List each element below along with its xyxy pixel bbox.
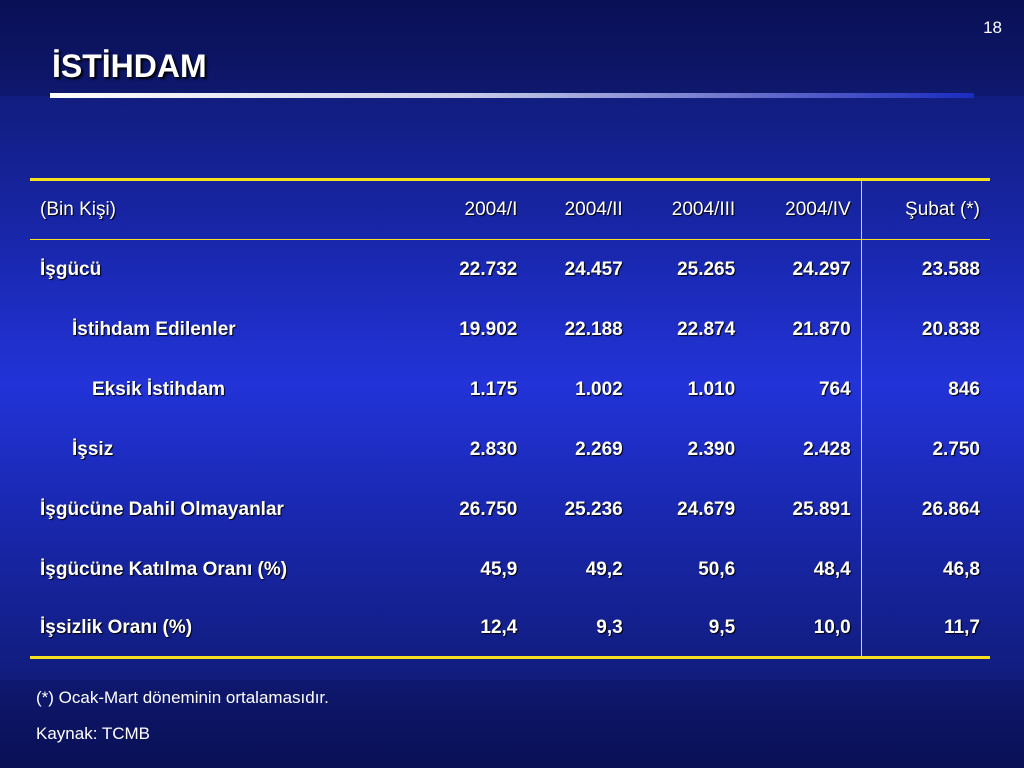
table-cell: 1.002 xyxy=(575,379,623,400)
table-cell: 25.265 xyxy=(677,259,736,280)
column-header-subat: Şubat (*) xyxy=(860,178,990,240)
row-label: İşsiz xyxy=(72,439,114,460)
column-header-2004-2: 2004/II xyxy=(527,178,633,240)
table-cell: 22.188 xyxy=(564,319,623,340)
table-cell: 48,4 xyxy=(813,559,851,580)
column-header-2004-1: 2004/I xyxy=(422,178,528,240)
table-cell: 22.732 xyxy=(459,259,518,280)
table-cell: 26.864 xyxy=(860,480,990,540)
table-cell: 9,5 xyxy=(632,600,746,659)
table-cell: 24.679 xyxy=(677,499,736,520)
table-cell: 50,6 xyxy=(698,559,736,580)
table-cell: 24.457 xyxy=(564,259,623,280)
table-cell: 45,9 xyxy=(480,559,518,580)
table-cell: 2.269 xyxy=(575,439,623,460)
table-cell: 10,0 xyxy=(745,600,862,659)
header-band xyxy=(0,0,1024,96)
row-label: İstihdam Edilenler xyxy=(72,319,236,340)
slide-title: İSTİHDAM xyxy=(52,48,207,84)
title-underline xyxy=(50,93,974,98)
column-header-2004-4: 2004/IV xyxy=(745,178,862,240)
table-row: İşgücüne Katılma Oranı (%) 45,9 49,2 50,… xyxy=(30,540,990,600)
table-row: Eksik İstihdam 1.175 1.002 1.010 764 846 xyxy=(30,360,990,420)
table-cell: 2.830 xyxy=(469,439,518,460)
table-cell: 2.428 xyxy=(803,439,851,460)
table-row: İşsiz 2.830 2.269 2.390 2.428 2.750 xyxy=(30,420,990,480)
table-cell: 49,2 xyxy=(585,559,623,580)
table-header-row: (Bin Kişi) 2004/I 2004/II 2004/III 2004/… xyxy=(30,178,990,240)
footer-band xyxy=(0,680,1024,768)
column-header-unit: (Bin Kişi) xyxy=(30,178,422,240)
source-note: Kaynak: TCMB xyxy=(36,724,151,743)
table-cell: 26.750 xyxy=(459,499,518,520)
table-cell: 764 xyxy=(818,379,851,400)
table-cell: 1.175 xyxy=(469,379,518,400)
footnote: (*) Ocak-Mart döneminin ortalamasıdır. xyxy=(36,688,329,707)
table-cell: 846 xyxy=(860,360,990,420)
table-cell: 23.588 xyxy=(860,239,990,300)
table-cell: 22.874 xyxy=(677,319,736,340)
table-cell: 11,7 xyxy=(860,600,990,659)
table-cell: 2.750 xyxy=(860,420,990,480)
table-cell: 19.902 xyxy=(459,319,518,340)
table-cell: 2.390 xyxy=(687,439,736,460)
row-label: İşsizlik Oranı (%) xyxy=(30,600,422,659)
column-header-2004-3: 2004/III xyxy=(632,178,746,240)
page-number: 18 xyxy=(983,18,1002,37)
table-cell: 25.891 xyxy=(792,499,851,520)
table-row: İstihdam Edilenler 19.902 22.188 22.874 … xyxy=(30,300,990,360)
table-cell: 24.297 xyxy=(792,259,851,280)
row-label: İşgücüne Dahil Olmayanlar xyxy=(40,499,284,520)
table-cell: 25.236 xyxy=(564,499,623,520)
employment-table: (Bin Kişi) 2004/I 2004/II 2004/III 2004/… xyxy=(30,178,990,659)
table-cell: 9,3 xyxy=(527,600,633,659)
table-cell: 46,8 xyxy=(860,540,990,600)
table-row: İşsizlik Oranı (%) 12,4 9,3 9,5 10,0 11,… xyxy=(30,600,990,659)
row-label: Eksik İstihdam xyxy=(92,379,226,400)
table-cell: 20.838 xyxy=(860,300,990,360)
table-cell: 1.010 xyxy=(687,379,736,400)
table-row: İşgücüne Dahil Olmayanlar 26.750 25.236 … xyxy=(30,480,990,540)
row-label: İşgücü xyxy=(40,259,102,280)
row-label: İşgücüne Katılma Oranı (%) xyxy=(40,559,288,580)
table-row: İşgücü 22.732 24.457 25.265 24.297 23.58… xyxy=(30,239,990,300)
table-cell: 12,4 xyxy=(422,600,528,659)
table-cell: 21.870 xyxy=(792,319,851,340)
